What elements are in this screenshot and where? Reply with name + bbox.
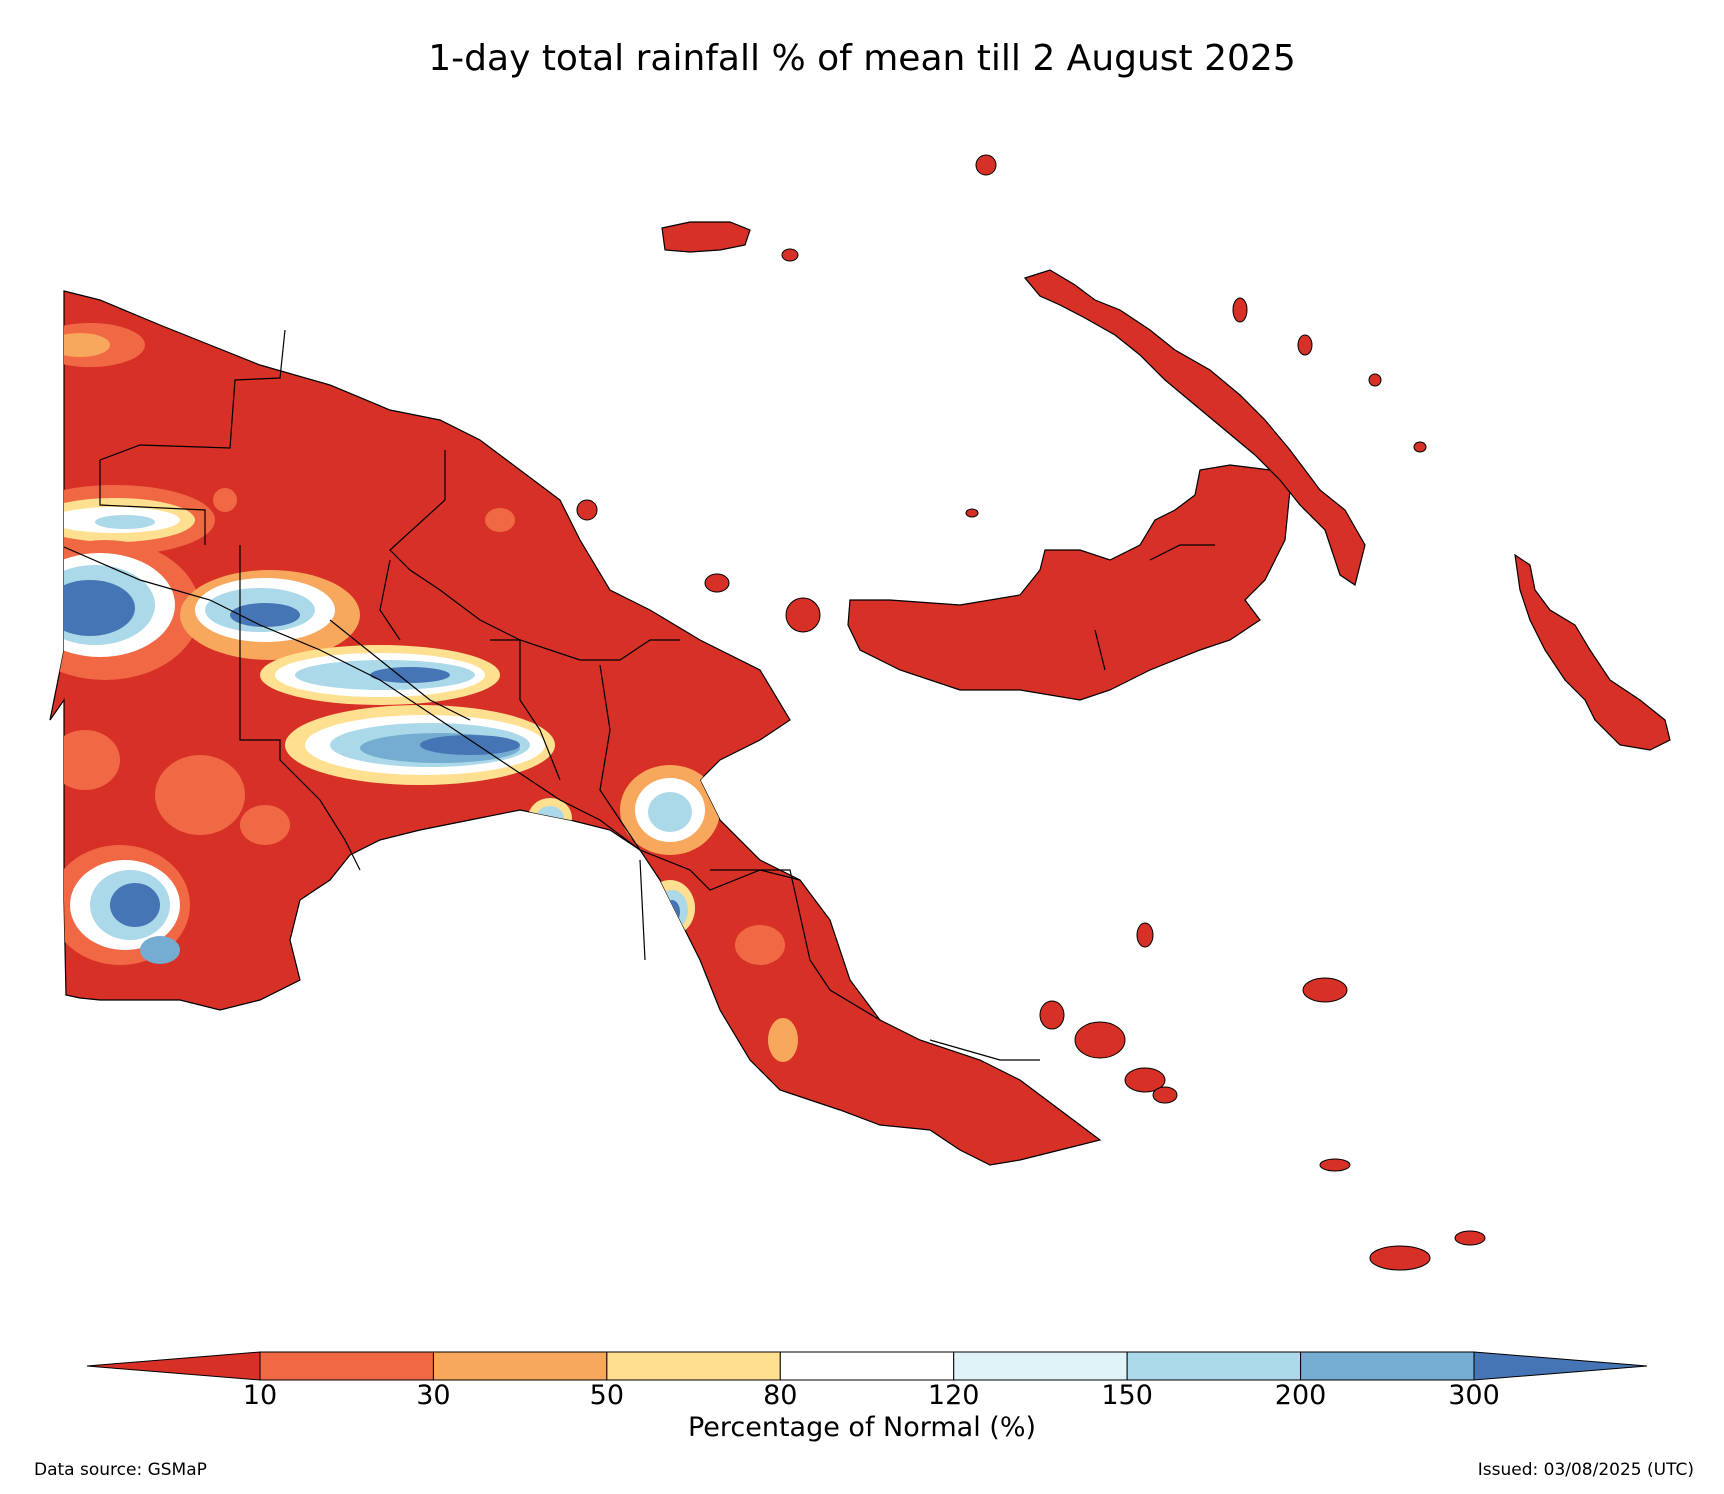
colorbar-tick-label: 120 — [927, 1380, 980, 1411]
issued-date: Issued: 03/08/2025 (UTC) — [1477, 1460, 1694, 1480]
colorbar-tick-label: 80 — [763, 1380, 798, 1411]
colorbar-tick-label: 50 — [589, 1380, 625, 1411]
colorbar-extend-low — [86, 1351, 261, 1381]
colorbar-tick-label: 30 — [416, 1380, 451, 1411]
png-mainland — [49, 290, 1102, 1166]
colorbar-segment-200_300 — [1300, 1351, 1475, 1381]
province-borders — [63, 329, 1040, 1061]
small-islands — [576, 154, 1486, 1271]
colorbar-segment-30_50 — [432, 1351, 608, 1381]
map-title: 1-day total rainfall % of mean till 2 Au… — [428, 38, 1296, 79]
colorbar-tick-label: 300 — [1448, 1380, 1500, 1411]
colorbar-segment-50_80 — [606, 1351, 781, 1381]
manus-island — [661, 221, 751, 253]
bougainville-island — [1514, 553, 1671, 751]
data-source: Data source: GSMaP — [34, 1460, 207, 1480]
colorbar-segment-80_120 — [779, 1351, 955, 1381]
colorbar-segment-120_150 — [953, 1351, 1128, 1381]
colorbar-segment-150_200 — [1126, 1351, 1302, 1381]
rainfall-map — [49, 154, 1671, 1271]
colorbar-label: Percentage of Normal (%) — [687, 1412, 1037, 1443]
colorbar-extend-high — [1473, 1351, 1648, 1381]
new-ireland-island — [1023, 269, 1366, 586]
colorbar-segment-10_30 — [259, 1351, 434, 1381]
colorbar-tick-label: 10 — [242, 1380, 278, 1411]
colorbar-tick-label: 200 — [1274, 1380, 1327, 1411]
colorbar — [86, 1351, 1648, 1381]
colorbar-tick-label: 150 — [1101, 1380, 1153, 1411]
